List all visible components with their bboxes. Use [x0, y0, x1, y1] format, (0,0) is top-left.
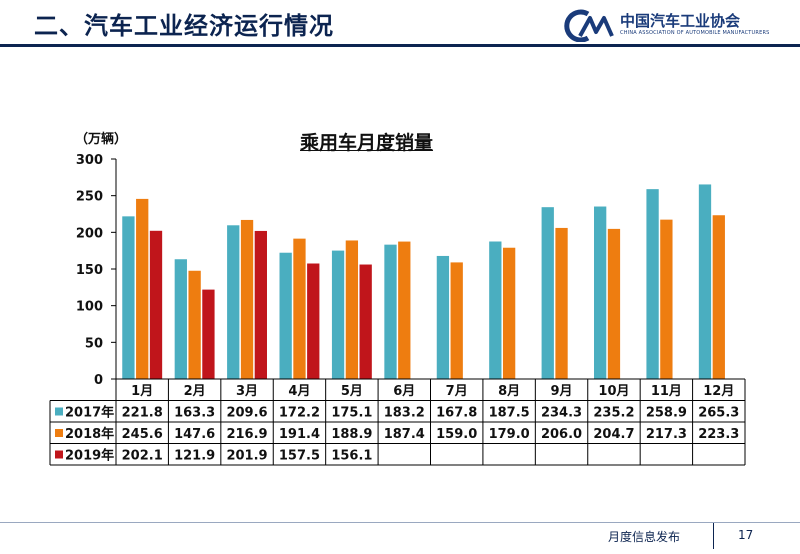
bar-2017年-10月 — [594, 206, 607, 379]
x-tick-label: 5月 — [341, 384, 363, 399]
y-tick-label: 150 — [76, 263, 103, 278]
bar-2017年-3月 — [227, 225, 240, 379]
bar-2019年-1月 — [149, 230, 163, 379]
bar-2017年-2月 — [174, 259, 187, 379]
data-label: 209.6 — [226, 406, 267, 421]
data-label: 265.3 — [698, 406, 739, 421]
x-tick-label: 7月 — [446, 384, 468, 399]
data-label: 234.3 — [541, 406, 582, 421]
data-label: 204.7 — [593, 427, 634, 442]
data-label: 183.2 — [384, 406, 425, 421]
bar-2017年-4月 — [279, 252, 292, 379]
y-axis-unit: （万辆） — [75, 132, 128, 147]
bar-2017年-1月 — [122, 216, 135, 379]
caam-logo-icon — [564, 9, 614, 43]
legend-label: 2017年 — [65, 405, 114, 421]
bar-2019年-2月 — [202, 289, 215, 379]
data-label: 179.0 — [489, 427, 530, 442]
y-tick-label: 0 — [94, 373, 103, 388]
data-label: 156.1 — [331, 449, 372, 464]
x-tick-label: 2月 — [184, 384, 206, 399]
data-label: 216.9 — [226, 427, 267, 442]
data-label: 163.3 — [174, 406, 215, 421]
data-label: 223.3 — [698, 427, 739, 442]
x-tick-label: 11月 — [651, 384, 682, 399]
legend-label: 2019年 — [65, 448, 114, 464]
bar-2018年-2月 — [188, 270, 201, 379]
bar-2019年-5月 — [359, 264, 372, 379]
data-label: 235.2 — [593, 406, 634, 421]
data-label: 202.1 — [122, 449, 163, 464]
x-tick-label: 10月 — [598, 384, 629, 399]
data-label: 175.1 — [331, 406, 372, 421]
x-tick-label: 9月 — [551, 384, 573, 399]
data-label: 187.5 — [489, 406, 530, 421]
bar-2017年-6月 — [384, 244, 397, 379]
bar-2017年-8月 — [489, 241, 502, 379]
data-label: 159.0 — [436, 427, 477, 442]
bar-2018年-8月 — [502, 247, 516, 379]
section-title: 二、汽车工业经济运行情况 — [34, 12, 334, 40]
bar-2017年-9月 — [541, 207, 554, 379]
bar-2017年-5月 — [331, 250, 345, 379]
legend-swatch-2019年 — [55, 450, 63, 459]
bar-2018年-1月 — [136, 198, 149, 379]
legend-swatch-2017年 — [55, 407, 63, 416]
data-label: 187.4 — [384, 427, 425, 442]
y-tick-label: 300 — [76, 153, 103, 168]
bar-2017年-12月 — [698, 184, 712, 379]
x-tick-label: 4月 — [288, 384, 310, 399]
data-label: 172.2 — [279, 406, 320, 421]
data-label: 245.6 — [122, 427, 163, 442]
data-label: 191.4 — [279, 427, 320, 442]
data-label: 201.9 — [226, 449, 267, 464]
data-label: 188.9 — [331, 427, 372, 442]
y-tick-label: 200 — [76, 226, 103, 241]
bar-2018年-3月 — [240, 219, 254, 379]
data-label: 206.0 — [541, 427, 582, 442]
bar-2017年-7月 — [436, 255, 450, 379]
bar-2018年-12月 — [712, 215, 725, 379]
data-label: 221.8 — [122, 406, 163, 421]
data-label: 121.9 — [174, 449, 215, 464]
x-tick-label: 6月 — [393, 384, 415, 399]
logo-text-en: CHINA ASSOCIATION OF AUTOMOBILE MANUFACT… — [620, 30, 770, 36]
slide-header: 二、汽车工业经济运行情况 中国汽车工业协会 CHINA ASSOCIATION … — [0, 0, 800, 48]
bar-2018年-7月 — [450, 262, 463, 379]
legend-label: 2018年 — [65, 426, 114, 442]
bar-2018年-4月 — [293, 238, 306, 379]
page-number: 17 — [738, 528, 754, 542]
sales-chart: 0 50 100 150 200 250 300 1月 2月 3月 4月 5月 6月 7月 8月 9月 10月 1… — [49, 153, 746, 466]
data-label: 167.8 — [436, 406, 477, 421]
bar-2019年-4月 — [307, 263, 320, 379]
chart-title: 乘用车月度销量 — [300, 132, 434, 154]
x-tick-label: 1月 — [131, 384, 153, 399]
x-tick-label: 12月 — [703, 384, 734, 399]
footer-separator — [713, 523, 714, 549]
bar-2018年-9月 — [555, 227, 568, 379]
data-label: 157.5 — [279, 449, 320, 464]
footer-divider — [0, 522, 800, 523]
bar-2018年-6月 — [398, 241, 411, 379]
x-tick-label: 8月 — [498, 384, 520, 399]
x-tick-label: 3月 — [236, 384, 258, 399]
bar-2017年-11月 — [646, 189, 659, 379]
data-label: 258.9 — [646, 406, 687, 421]
bar-2018年-5月 — [345, 240, 359, 379]
y-tick-label: 100 — [76, 300, 103, 315]
bar-2019年-3月 — [254, 230, 267, 379]
data-label: 147.6 — [174, 427, 215, 442]
bar-2018年-10月 — [607, 228, 621, 379]
y-tick-label: 50 — [85, 336, 103, 351]
data-label: 217.3 — [646, 427, 687, 442]
bar-2018年-11月 — [660, 219, 673, 379]
logo-text-cn: 中国汽车工业协会 — [620, 12, 741, 30]
caam-logo: 中国汽车工业协会 CHINA ASSOCIATION OF AUTOMOBILE… — [560, 8, 790, 43]
y-tick-label: 250 — [76, 190, 103, 205]
legend-swatch-2018年 — [55, 429, 63, 437]
header-divider — [0, 44, 800, 47]
footer-text: 月度信息发布 — [608, 530, 681, 544]
